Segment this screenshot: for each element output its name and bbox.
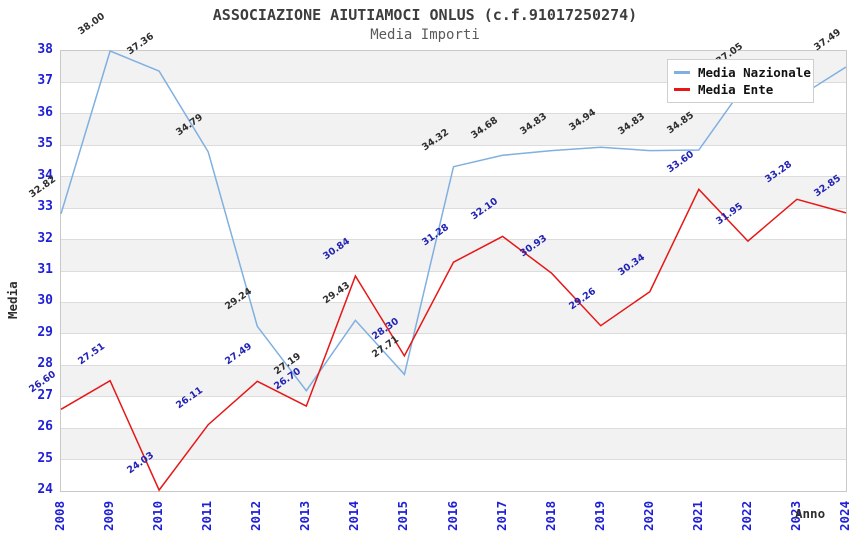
legend-item-media-nazionale: Media Nazionale: [674, 65, 811, 80]
y-tick-label: 32: [37, 230, 53, 246]
grid-band: [61, 239, 846, 271]
x-tick-label: 2013: [297, 500, 313, 531]
plot-area: 32.82 38.00 37.36 34.79 29.24 27.19 29.43 27.71…: [27, 11, 847, 492]
series-lines: [60, 49, 847, 492]
legend-item-media-ente: Media Ente: [674, 82, 807, 97]
legend-swatch-media-ente-icon: [674, 88, 690, 92]
y-tick-label: 26: [37, 419, 53, 435]
grid-band: [61, 176, 846, 209]
grid-line: [61, 144, 846, 146]
legend: Media Nazionale Media Ente: [667, 59, 814, 103]
y-tick-label: 24: [37, 482, 53, 497]
x-tick-label: 2016: [444, 500, 460, 531]
y-tick-label: 29: [37, 324, 53, 340]
grid-band: [61, 428, 846, 460]
x-tick-label: 2011: [199, 500, 215, 531]
x-tick-label: 2018: [542, 500, 558, 531]
x-tick-label: 2008: [52, 500, 67, 531]
y-tick-label: 37: [37, 73, 53, 89]
series-line-media-ente: [60, 187, 847, 492]
grid-line: [61, 301, 846, 303]
grid-line: [61, 176, 846, 178]
y-tick-label: 28: [37, 356, 53, 372]
grid-band: [61, 113, 846, 146]
grid-line: [61, 113, 846, 115]
x-tick-label: 2015: [395, 500, 411, 531]
grid-line: [61, 81, 846, 83]
grid-line: [61, 396, 846, 398]
x-tick-label: 2020: [640, 500, 656, 531]
x-tick-label: 2009: [101, 500, 117, 531]
grid-line: [61, 333, 846, 335]
grid-line: [61, 207, 846, 209]
y-tick-label: 27: [37, 387, 53, 403]
y-axis-title: Media: [5, 281, 20, 319]
y-tick-label: 33: [37, 199, 53, 215]
chart-title: ASSOCIAZIONE AIUTIAMOCI ONLUS (c.f.91017…: [212, 6, 638, 24]
x-tick-label: 2017: [493, 500, 509, 531]
x-tick-label: 2010: [150, 500, 166, 531]
y-tick-label: 36: [37, 104, 53, 120]
x-tick-label: 2021: [689, 500, 705, 531]
grid-line: [61, 364, 846, 366]
x-axis-title: Anno: [795, 506, 826, 521]
grid-band: [61, 365, 846, 397]
chart-subtitle: Media Importi: [370, 27, 480, 43]
x-tick-label: 2019: [591, 500, 607, 531]
legend-label-media-ente: Media Ente: [698, 82, 774, 98]
grid-band: [61, 302, 846, 334]
x-tick-label: 2012: [248, 500, 264, 531]
series-line-media-nazionale: [60, 49, 847, 392]
grid-line: [61, 459, 846, 461]
grid-line: [61, 427, 846, 429]
x-tick-label: 2014: [346, 500, 362, 531]
x-tick-label: 2022: [738, 500, 754, 531]
y-tick-label: 38: [37, 42, 53, 57]
legend-label-media-nazionale: Media Nazionale: [698, 64, 811, 80]
y-tick-label: 31: [37, 262, 53, 277]
y-tick-label: 35: [37, 136, 53, 152]
grid-line: [61, 239, 846, 241]
y-tick-label: 34: [37, 167, 53, 183]
x-tick-label: 2024: [837, 500, 850, 531]
y-tick-label: 25: [37, 450, 53, 466]
grid-line: [61, 270, 846, 272]
y-tick-label: 30: [37, 293, 53, 309]
legend-swatch-media-nazionale-icon: [674, 70, 690, 74]
